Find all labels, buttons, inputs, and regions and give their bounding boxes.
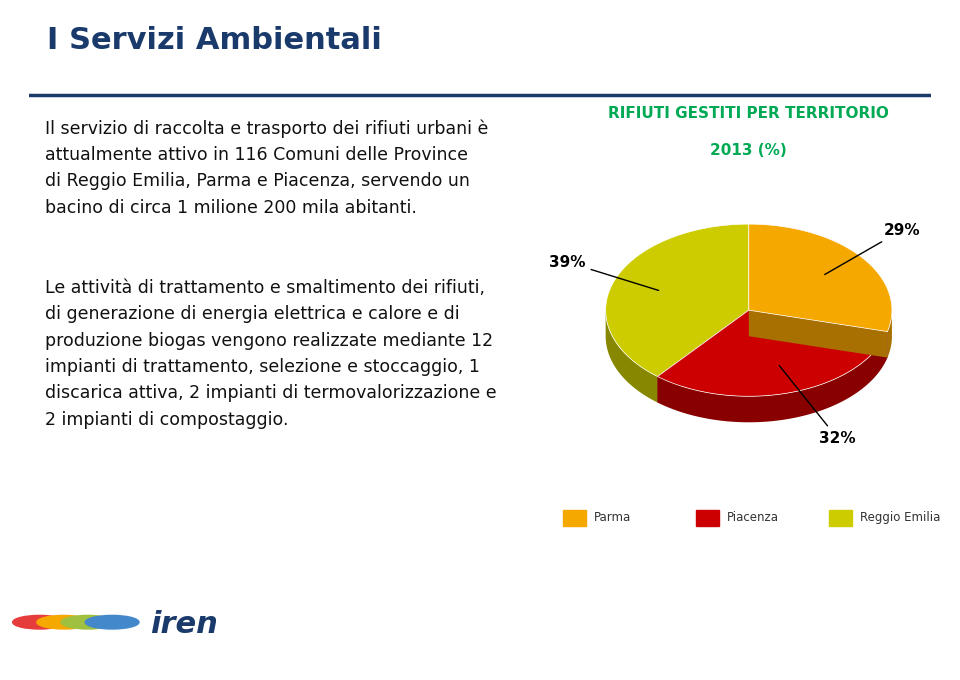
Text: RIFIUTI GESTITI PER TERRITORIO: RIFIUTI GESTITI PER TERRITORIO xyxy=(609,106,889,121)
Polygon shape xyxy=(749,224,892,332)
Text: Il servizio di raccolta e trasporto dei rifiuti urbani è
attualmente attivo in 1: Il servizio di raccolta e trasporto dei … xyxy=(45,119,489,217)
Text: Parma: Parma xyxy=(593,511,631,524)
Text: iren: iren xyxy=(150,610,218,639)
Polygon shape xyxy=(606,311,658,403)
Polygon shape xyxy=(658,310,887,396)
Polygon shape xyxy=(749,310,887,358)
Polygon shape xyxy=(606,224,749,377)
Bar xyxy=(564,510,586,526)
Text: Piacenza: Piacenza xyxy=(727,511,779,524)
Polygon shape xyxy=(887,310,892,358)
Text: Le attività di trattamento e smaltimento dei rifiuti,
di generazione di energia : Le attività di trattamento e smaltimento… xyxy=(45,279,496,429)
Circle shape xyxy=(12,615,66,629)
Text: I Servizi Ambientali: I Servizi Ambientali xyxy=(47,26,382,55)
Circle shape xyxy=(36,615,90,629)
Circle shape xyxy=(61,615,115,629)
Text: 2013 (%): 2013 (%) xyxy=(710,143,787,158)
Bar xyxy=(829,510,852,526)
Polygon shape xyxy=(658,310,749,403)
Polygon shape xyxy=(749,310,887,358)
Circle shape xyxy=(85,615,139,629)
Bar xyxy=(696,510,718,526)
Text: Reggio Emilia: Reggio Emilia xyxy=(860,511,940,524)
Text: 29%: 29% xyxy=(825,222,921,275)
Polygon shape xyxy=(658,310,749,403)
Text: 32%: 32% xyxy=(780,366,855,446)
Polygon shape xyxy=(658,332,887,422)
Text: 39%: 39% xyxy=(549,254,659,290)
